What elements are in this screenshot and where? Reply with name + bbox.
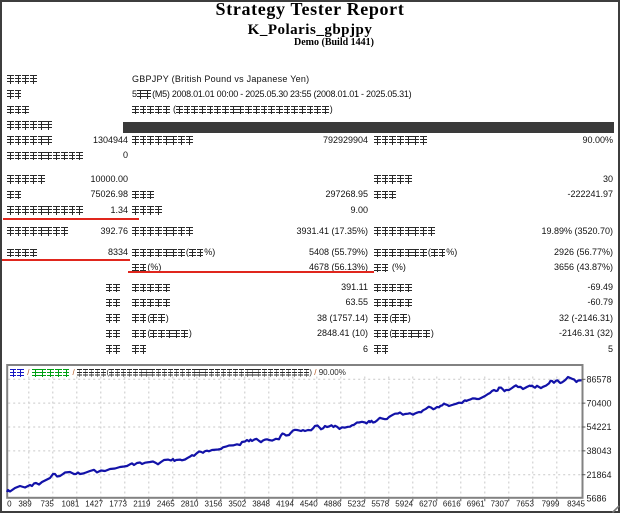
svg-text:54221: 54221 <box>587 422 612 432</box>
svg-text:21864: 21864 <box>587 470 612 480</box>
svg-text:38043: 38043 <box>587 446 612 456</box>
svg-text:2810: 2810 <box>181 500 199 509</box>
svg-text:3502: 3502 <box>228 500 246 509</box>
svg-text:7307: 7307 <box>491 500 509 509</box>
svg-text:70400: 70400 <box>587 398 612 408</box>
svg-text:5924: 5924 <box>395 500 413 509</box>
svg-text:6616: 6616 <box>443 500 461 509</box>
svg-text:1081: 1081 <box>62 500 80 509</box>
svg-text:7653: 7653 <box>516 500 534 509</box>
svg-text:3848: 3848 <box>252 500 270 509</box>
svg-text:5686: 5686 <box>587 494 607 504</box>
svg-text:7999: 7999 <box>542 500 560 509</box>
svg-text:0: 0 <box>7 500 12 509</box>
svg-text:4886: 4886 <box>324 500 342 509</box>
svg-text:6961: 6961 <box>467 500 485 509</box>
svg-text:389: 389 <box>18 500 32 509</box>
svg-text:4540: 4540 <box>300 500 318 509</box>
svg-text:3156: 3156 <box>205 500 223 509</box>
svg-text:5232: 5232 <box>348 500 366 509</box>
svg-text:86578: 86578 <box>587 375 612 385</box>
svg-text:2119: 2119 <box>133 500 151 509</box>
svg-text:1773: 1773 <box>109 500 127 509</box>
svg-text:2465: 2465 <box>157 500 175 509</box>
svg-text:8345: 8345 <box>567 500 585 509</box>
svg-text:1427: 1427 <box>85 500 103 509</box>
svg-text:735: 735 <box>41 500 55 509</box>
svg-text:6270: 6270 <box>419 500 437 509</box>
svg-text:5578: 5578 <box>371 500 389 509</box>
svg-text:4194: 4194 <box>276 500 294 509</box>
